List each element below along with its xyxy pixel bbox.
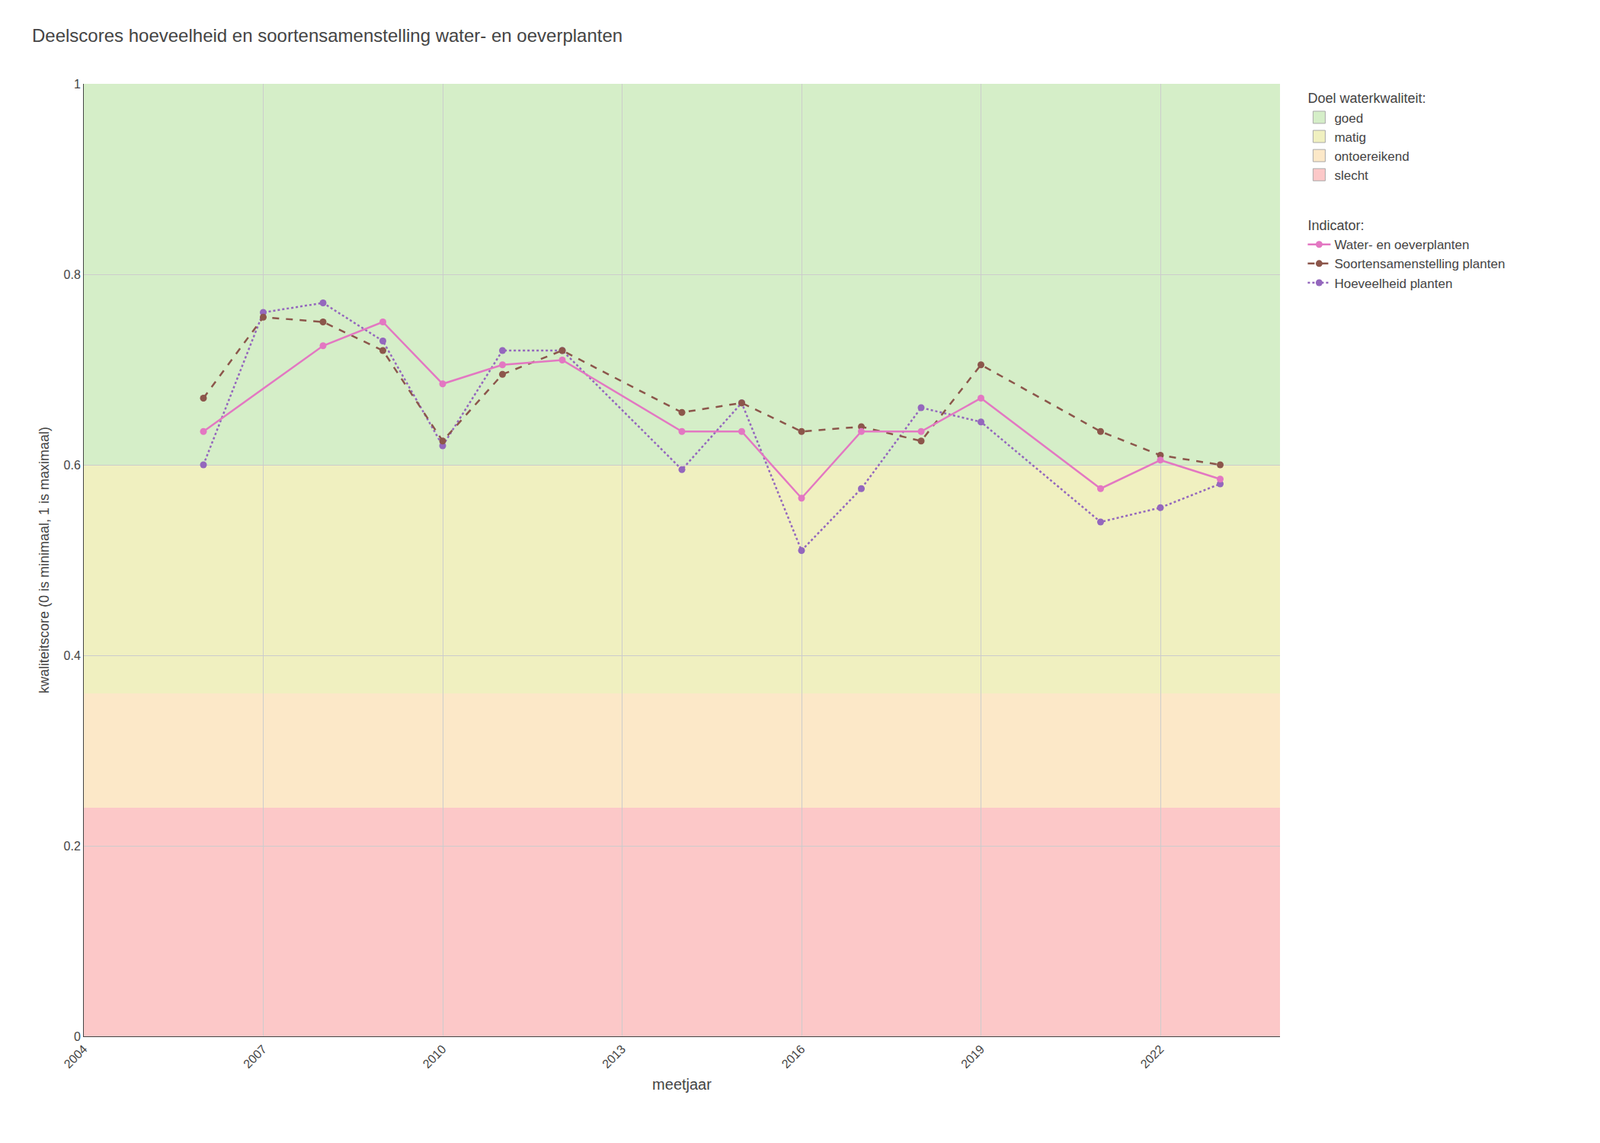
svg-text:slecht: slecht [1334,168,1369,183]
svg-text:Indicator:: Indicator: [1307,217,1364,234]
svg-text:1: 1 [73,77,81,91]
svg-text:0.4: 0.4 [64,649,81,663]
svg-text:Water- en oeverplanten: Water- en oeverplanten [1334,237,1469,253]
svg-text:Soortensamenstelling planten: Soortensamenstelling planten [1334,256,1505,272]
svg-text:2010: 2010 [420,1042,449,1071]
svg-text:Deelscores hoeveelheid en soor: Deelscores hoeveelheid en soortensamenst… [32,25,623,46]
svg-text:0.6: 0.6 [64,458,81,472]
svg-text:2019: 2019 [958,1042,987,1071]
svg-text:0.8: 0.8 [64,268,81,282]
svg-text:ontoereikend: ontoereikend [1334,149,1409,164]
svg-text:Hoeveelheid planten: Hoeveelheid planten [1334,276,1453,292]
svg-text:2007: 2007 [240,1042,269,1071]
svg-text:kwaliteitscore (0 is minimaal,: kwaliteitscore (0 is minimaal, 1 is maxi… [36,426,52,694]
svg-text:0.2: 0.2 [64,839,81,853]
svg-text:goed: goed [1334,111,1364,126]
svg-text:meetjaar: meetjaar [652,1075,712,1093]
svg-text:matig: matig [1334,130,1367,145]
svg-text:2013: 2013 [599,1042,628,1071]
svg-text:0: 0 [73,1030,81,1044]
svg-text:2016: 2016 [779,1042,808,1071]
svg-text:Doel waterkwaliteit:: Doel waterkwaliteit: [1307,90,1426,106]
svg-text:2004: 2004 [61,1042,90,1071]
svg-text:2022: 2022 [1138,1042,1167,1071]
